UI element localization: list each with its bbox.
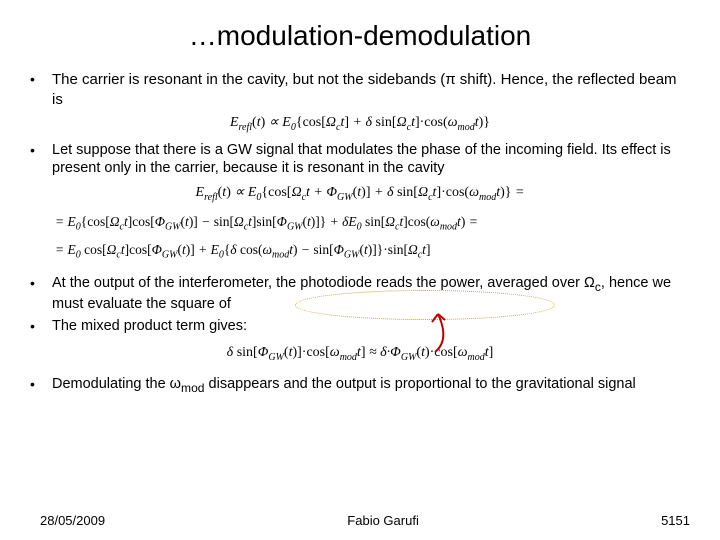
bullet-marker-icon: •: [30, 375, 52, 392]
bullet-text: Let suppose that there is a GW signal th…: [52, 141, 690, 177]
bullet-marker-icon: •: [30, 317, 52, 334]
equation-text: Erefl(t) ∝ E0{cos[Ωct] + δ sin[Ωct]·cos(…: [230, 115, 490, 130]
equation-text: Erefl(t) ∝ E0{cos[Ωct + ΦGW(t)] + δ sin[…: [196, 185, 525, 200]
text-fragment: At the output of the interferometer, the…: [52, 275, 595, 291]
bullet-1: • The carrier is resonant in the cavity,…: [30, 70, 690, 109]
text-fragment: disappears and the output is proportiona…: [205, 376, 636, 392]
text-fragment: Demodulating the ω: [52, 376, 181, 392]
bullet-text: Demodulating the ωmod disappears and the…: [52, 375, 636, 396]
bullet-text: The carrier is resonant in the cavity, b…: [52, 70, 690, 109]
bullet-marker-icon: •: [30, 141, 52, 158]
slide-container: …modulation-demodulation • The carrier i…: [0, 0, 720, 540]
bullet-text: The mixed product term gives:: [52, 317, 247, 335]
slide-footer: 28/05/2009 Fabio Garufi 5151: [40, 513, 690, 528]
subscript: mod: [181, 381, 205, 395]
bullet-text: At the output of the interferometer, the…: [52, 274, 690, 313]
equation-text: = E0 cos[Ωct]cos[ΦGW(t)] + E0{δ cos(ωmod…: [55, 242, 430, 257]
equation-2: Erefl(t) ∝ E0{cos[Ωct + ΦGW(t)] + δ sin[…: [30, 183, 690, 203]
equation-text: = E0{cos[Ωct]cos[ΦGW(t)] − sin[Ωct]sin[Φ…: [55, 214, 478, 229]
bullet-list: • The carrier is resonant in the cavity,…: [30, 70, 690, 109]
bullet-3: • At the output of the interferometer, t…: [30, 274, 690, 313]
equation-5: δ sin[ΦGW(t)]·cos[ωmodt] ≈ δ·ΦGW(t)·cos[…: [30, 343, 690, 363]
bullet-marker-icon: •: [30, 70, 52, 87]
footer-author: Fabio Garufi: [347, 513, 419, 528]
equation-3: = E0{cos[Ωct]cos[ΦGW(t)] − sin[Ωct]sin[Φ…: [30, 213, 690, 233]
bullet-marker-icon: •: [30, 274, 52, 291]
equation-1: Erefl(t) ∝ E0{cos[Ωct] + δ sin[Ωct]·cos(…: [30, 113, 690, 133]
bullet-2: • Let suppose that there is a GW signal …: [30, 141, 690, 177]
bullet-list: • Demodulating the ωmod disappears and t…: [30, 375, 690, 396]
equation-4: = E0 cos[Ωct]cos[ΦGW(t)] + E0{δ cos(ωmod…: [30, 241, 690, 261]
bullet-list: • Let suppose that there is a GW signal …: [30, 141, 690, 177]
footer-date: 28/05/2009: [40, 513, 105, 528]
bullet-list: • At the output of the interferometer, t…: [30, 274, 690, 335]
bullet-5: • Demodulating the ωmod disappears and t…: [30, 375, 690, 396]
slide-title: …modulation-demodulation: [30, 20, 690, 52]
equation-text: δ sin[ΦGW(t)]·cos[ωmodt] ≈ δ·ΦGW(t)·cos[…: [227, 345, 494, 360]
footer-page: 5151: [661, 513, 690, 528]
bullet-4: • The mixed product term gives:: [30, 317, 690, 335]
